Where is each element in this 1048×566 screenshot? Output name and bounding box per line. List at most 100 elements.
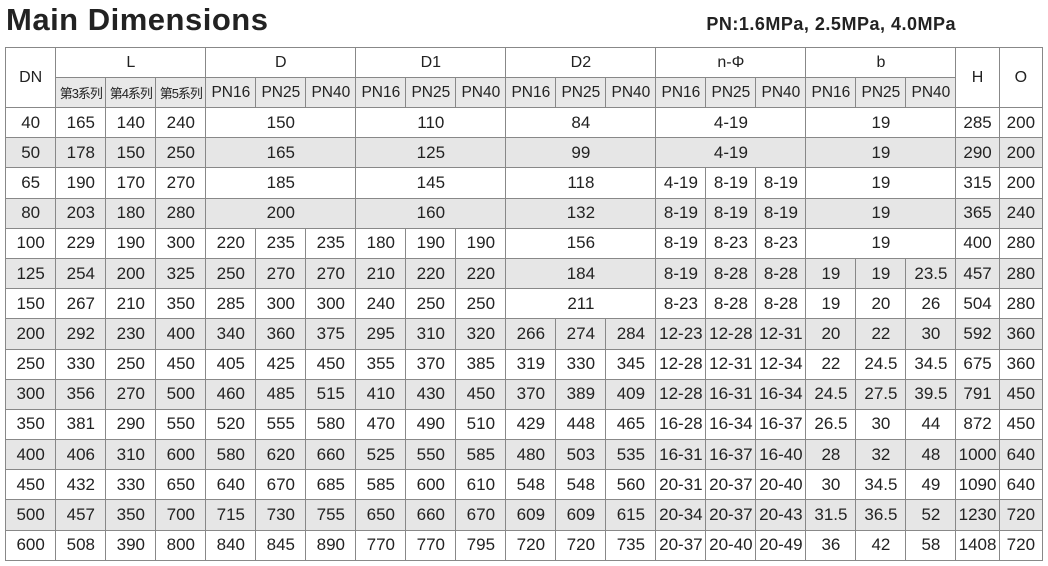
cell: 290 xyxy=(955,137,1000,169)
cell: 8-19 xyxy=(755,197,807,229)
cell: 180 xyxy=(105,197,157,229)
cell: 405 xyxy=(205,348,257,380)
table-row: 150 267 210 350 285 300 300 240 250 250 211 8-23 8-2… xyxy=(4,288,1044,320)
cell: 8-23 xyxy=(655,288,707,320)
cell: 457 xyxy=(55,499,107,531)
cell: 19 xyxy=(855,257,907,290)
cell: 872 xyxy=(955,408,1000,441)
cell: 20-40 xyxy=(755,469,807,501)
cell: 340 xyxy=(205,318,257,350)
cell: 229 xyxy=(55,227,107,259)
header-row: DN L D D1 D2 n-Φ b H O xyxy=(4,47,1044,108)
column-header: D1 xyxy=(355,47,507,78)
cell: 165 xyxy=(55,106,107,139)
cell: 184 xyxy=(505,257,657,290)
table-row: 65 190 170 270 185 145 118 4-19 8-19 8-19 19 315 200 xyxy=(4,167,1044,199)
subcolumn-header: PN16 xyxy=(505,77,557,108)
cell: 450 xyxy=(998,378,1044,410)
subcolumn-header: PN25 xyxy=(405,77,457,108)
cell: 220 xyxy=(205,227,257,259)
cell: 840 xyxy=(205,529,257,561)
cell: 410 xyxy=(355,378,407,410)
table-row: 200 292 230 400 340 360 375 295 310 320 266 274 284 1… xyxy=(4,318,1044,350)
cell: 266 xyxy=(505,318,557,350)
table-row: 400 406 310 600 580 620 660 525 550 585 480 503 535 1… xyxy=(4,439,1044,471)
cell: 510 xyxy=(455,408,507,441)
cell: 360 xyxy=(998,318,1044,350)
cell: 485 xyxy=(255,378,307,410)
cell: 457 xyxy=(955,257,1000,290)
cell: 240 xyxy=(155,106,207,139)
cell: 290 xyxy=(105,408,157,441)
cell: 211 xyxy=(505,288,657,320)
cell: 12-31 xyxy=(755,318,807,350)
cell: 19 xyxy=(805,197,957,229)
cell: 1230 xyxy=(955,499,1000,531)
cell: 190 xyxy=(55,167,107,199)
cell: 500 xyxy=(4,499,57,531)
cell: 20-40 xyxy=(705,529,757,561)
cell: 270 xyxy=(305,257,357,290)
cell: 770 xyxy=(405,529,457,561)
cell: 8-28 xyxy=(705,288,757,320)
cell: 20-31 xyxy=(655,469,707,501)
cell: 350 xyxy=(155,288,207,320)
cell: 280 xyxy=(155,197,207,229)
cell: 27.5 xyxy=(855,378,907,410)
cell: 470 xyxy=(355,408,407,441)
cell: 515 xyxy=(305,378,357,410)
cell: 250 xyxy=(105,348,157,380)
cell: 132 xyxy=(505,197,657,229)
cell: 720 xyxy=(555,529,607,561)
cell: 685 xyxy=(305,469,357,501)
cell: 670 xyxy=(255,469,307,501)
cell: 20 xyxy=(855,288,907,320)
cell: 300 xyxy=(4,378,57,410)
cell: 28 xyxy=(805,439,857,471)
cell: 23.5 xyxy=(905,257,957,290)
subcolumn-header: PN16 xyxy=(805,77,857,108)
subcolumn-header: 第4系列 xyxy=(105,77,157,108)
cell: 250 xyxy=(455,288,507,320)
cell: 300 xyxy=(255,288,307,320)
table-row: 100 229 190 300 220 235 235 180 190 190 156 8-19 8-2… xyxy=(4,227,1044,259)
cell: 580 xyxy=(305,408,357,441)
cell: 325 xyxy=(155,257,207,290)
cell: 4-19 xyxy=(655,106,807,139)
cell: 660 xyxy=(405,499,457,531)
cell: 406 xyxy=(55,439,107,471)
cell: 8-28 xyxy=(705,257,757,290)
cell: 20-49 xyxy=(755,529,807,561)
subcolumn-header: PN40 xyxy=(755,77,807,108)
cell: 16-40 xyxy=(755,439,807,471)
cell: 26 xyxy=(905,288,957,320)
cell: 791 xyxy=(955,378,1000,410)
cell: 795 xyxy=(455,529,507,561)
cell: 200 xyxy=(105,257,157,290)
cell: 22 xyxy=(805,348,857,380)
cell: 300 xyxy=(155,227,207,259)
cell: 400 xyxy=(155,318,207,350)
cell: 203 xyxy=(55,197,107,229)
cell: 118 xyxy=(505,167,657,199)
table-row: 450 432 330 650 640 670 685 585 600 610 548 548 560 2… xyxy=(4,469,1044,501)
cell: 609 xyxy=(555,499,607,531)
cell: 330 xyxy=(555,348,607,380)
table-row: 80 203 180 280 200 160 132 8-19 8-19 8-19 19 365 240 xyxy=(4,197,1044,229)
cell: 8-23 xyxy=(755,227,807,259)
cell: 16-34 xyxy=(705,408,757,441)
cell: 390 xyxy=(105,529,157,561)
cell: 254 xyxy=(55,257,107,290)
cell: 12-23 xyxy=(655,318,707,350)
column-header: n-Φ xyxy=(655,47,807,78)
cell: 845 xyxy=(255,529,307,561)
cell: 600 xyxy=(155,439,207,471)
cell: 285 xyxy=(955,106,1000,139)
cell: 270 xyxy=(105,378,157,410)
cell: 450 xyxy=(455,378,507,410)
cell: 36.5 xyxy=(855,499,907,531)
subcolumn-header: PN16 xyxy=(355,77,407,108)
cell: 8-28 xyxy=(755,257,807,290)
column-header: D2 xyxy=(505,47,657,78)
cell: 8-19 xyxy=(705,197,757,229)
